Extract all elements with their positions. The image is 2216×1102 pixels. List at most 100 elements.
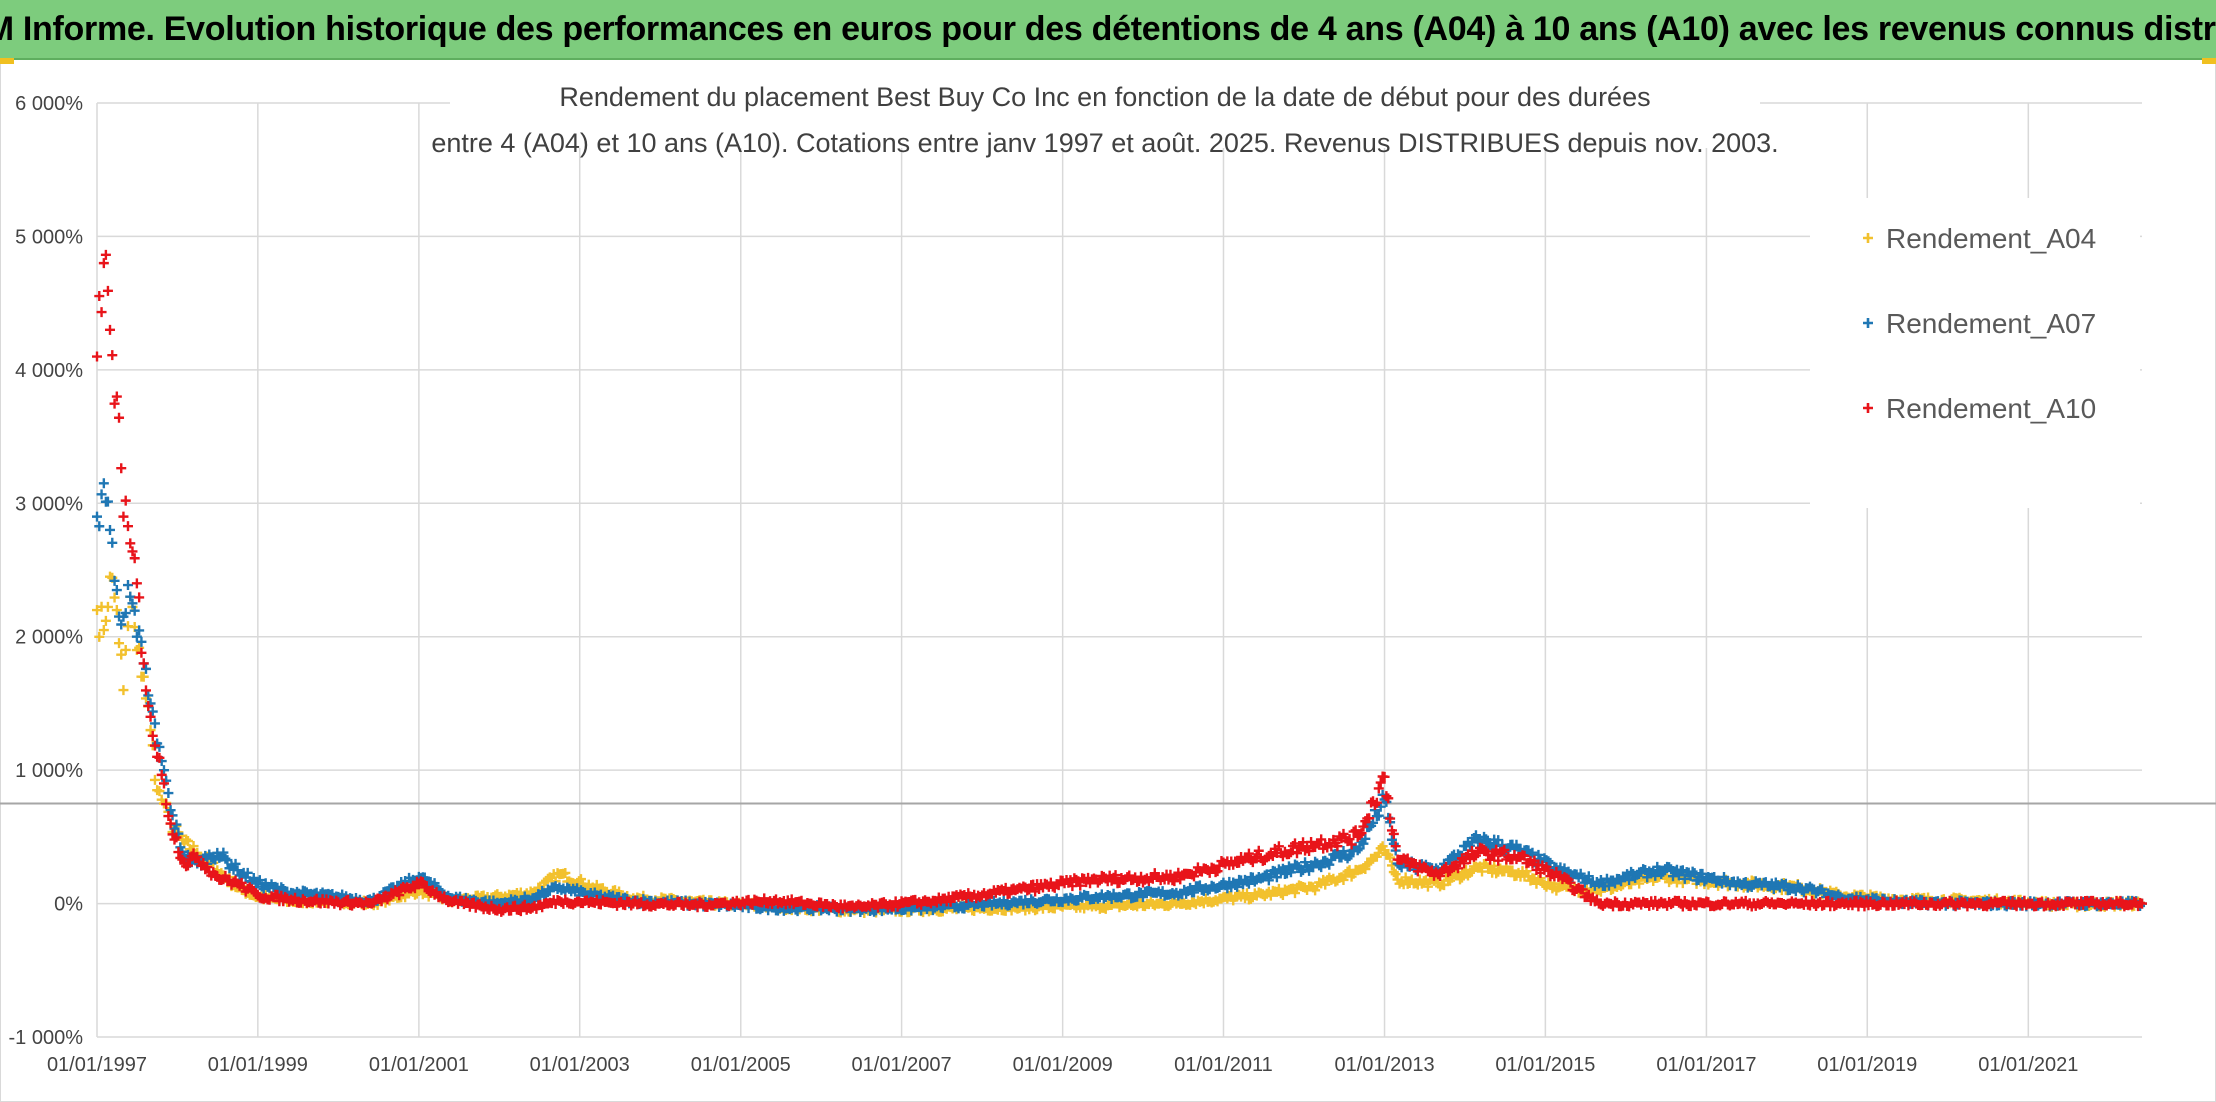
data-point-rendement_a10 <box>1589 896 1600 907</box>
data-point-rendement_a07 <box>134 625 145 636</box>
data-point-rendement_a10 <box>1273 841 1284 852</box>
data-point-rendement_a07 <box>1833 889 1844 900</box>
data-point-rendement_a04 <box>400 892 411 903</box>
data-point-rendement_a07 <box>1543 856 1554 867</box>
data-point-rendement_a07 <box>163 788 174 799</box>
data-point-rendement_a04 <box>109 592 120 603</box>
x-tick-label: 01/01/2013 <box>1334 1054 1434 1076</box>
data-point-rendement_a04 <box>1289 888 1300 899</box>
data-point-rendement_a07 <box>104 524 115 535</box>
data-point-rendement_a10 <box>107 350 118 361</box>
data-point-rendement_a07 <box>959 903 970 914</box>
data-point-rendement_a07 <box>248 872 259 883</box>
data-point-rendement_a10 <box>1489 849 1500 860</box>
data-point-rendement_a10 <box>1358 821 1369 832</box>
data-point-rendement_a04 <box>102 601 113 612</box>
data-point-rendement_a10 <box>290 892 301 903</box>
data-point-rendement_a10 <box>1265 849 1276 860</box>
data-point-rendement_a10 <box>878 897 889 908</box>
data-point-rendement_a10 <box>1165 869 1176 880</box>
data-point-rendement_a07 <box>222 855 233 866</box>
data-point-rendement_a10 <box>1385 813 1396 824</box>
data-point-rendement_a04 <box>1455 874 1466 885</box>
data-point-rendement_a04 <box>1634 878 1645 889</box>
data-point-rendement_a04 <box>1439 880 1450 891</box>
data-point-rendement_a07 <box>1624 875 1635 886</box>
data-point-rendement_a10 <box>104 324 115 335</box>
data-point-rendement_a07 <box>120 608 131 619</box>
data-point-rendement_a10 <box>1169 876 1180 887</box>
data-point-rendement_a10 <box>182 860 193 871</box>
title-backdrop <box>450 68 1760 148</box>
axis-labels-layer: -1 000% 0% 1 000% 2 000% 3 000% 4 000% 5 000% 6… <box>9 93 2079 1076</box>
y-tick-label: 0% <box>54 894 83 916</box>
data-point-rendement_a07 <box>1373 810 1384 821</box>
data-point-rendement_a10 <box>202 862 213 873</box>
data-point-rendement_a10 <box>759 893 770 904</box>
data-point-rendement_a04 <box>118 685 129 696</box>
data-point-rendement_a04 <box>1375 843 1386 854</box>
data-point-rendement_a10 <box>145 711 156 722</box>
data-point-rendement_a07 <box>109 575 120 586</box>
data-point-rendement_a07 <box>1595 874 1606 885</box>
data-point-rendement_a10 <box>131 578 142 589</box>
corner-mark-right <box>2202 58 2216 64</box>
data-point-rendement_a10 <box>1371 797 1382 808</box>
data-point-rendement_a07 <box>127 598 138 609</box>
data-point-rendement_a07 <box>125 591 136 602</box>
data-point-rendement_a07 <box>140 663 151 674</box>
y-tick-label: 6 000% <box>15 93 83 115</box>
data-point-rendement_a10 <box>138 658 149 669</box>
data-point-rendement_a10 <box>111 391 122 402</box>
data-point-rendement_a10 <box>1497 846 1508 857</box>
data-point-rendement_a07 <box>92 511 102 522</box>
data-point-rendement_a10 <box>129 553 140 564</box>
data-point-rendement_a10 <box>1344 834 1355 845</box>
data-point-rendement_a04 <box>1377 841 1388 852</box>
data-point-rendement_a10 <box>1212 866 1223 877</box>
data-point-rendement_a07 <box>136 636 147 647</box>
data-point-rendement_a10 <box>1110 870 1121 881</box>
data-point-rendement_a04 <box>560 867 571 878</box>
data-point-rendement_a10 <box>1356 828 1367 839</box>
data-point-rendement_a07 <box>107 537 118 548</box>
data-point-rendement_a04 <box>98 625 109 636</box>
data-point-rendement_a07 <box>1780 878 1791 889</box>
data-point-rendement_a07 <box>114 611 125 622</box>
data-point-rendement_a04 <box>134 642 145 653</box>
data-point-rendement_a10 <box>394 890 405 901</box>
data-point-rendement_a04 <box>1388 867 1399 878</box>
data-point-rendement_a07 <box>1271 872 1282 883</box>
data-point-rendement_a10 <box>1373 783 1384 794</box>
data-point-rendement_a07 <box>147 706 158 717</box>
x-tick-label: 01/01/2011 <box>1174 1054 1273 1076</box>
data-point-rendement_a10 <box>1377 771 1388 782</box>
data-point-rendement_a04 <box>1338 874 1349 885</box>
data-point-rendement_a04 <box>114 638 125 649</box>
data-point-rendement_a07 <box>1138 892 1148 903</box>
data-point-rendement_a07 <box>116 619 127 630</box>
y-tick-label: 4 000% <box>15 360 83 382</box>
data-point-rendement_a10 <box>1253 845 1264 856</box>
data-point-rendement_a04 <box>145 725 156 736</box>
data-point-rendement_a10 <box>114 412 125 423</box>
legend-marker-rendement_a04 <box>1863 233 1873 243</box>
legend-label: Rendement_A10 <box>1886 393 2096 424</box>
data-point-rendement_a07 <box>276 882 287 893</box>
data-point-rendement_a10 <box>1332 841 1343 852</box>
data-point-rendement_a10 <box>118 511 129 522</box>
data-point-rendement_a04 <box>111 605 122 616</box>
data-point-rendement_a10 <box>173 847 184 858</box>
x-tick-label: 01/01/2007 <box>852 1054 952 1076</box>
data-point-rendement_a07 <box>1831 891 1842 902</box>
data-point-rendement_a10 <box>98 258 109 269</box>
data-point-rendement_a07 <box>1603 880 1614 891</box>
data-point-rendement_a10 <box>120 495 131 506</box>
y-tick-label: 1 000% <box>15 760 83 782</box>
data-point-rendement_a10 <box>143 700 154 711</box>
x-tick-label: 01/01/2005 <box>691 1054 791 1076</box>
data-point-rendement_a04 <box>182 835 193 846</box>
data-point-rendement_a10 <box>1383 793 1394 804</box>
legend: Rendement_A04 Rendement_A07 Rendement_A10 <box>1863 223 2096 424</box>
data-point-rendement_a07 <box>94 521 105 532</box>
